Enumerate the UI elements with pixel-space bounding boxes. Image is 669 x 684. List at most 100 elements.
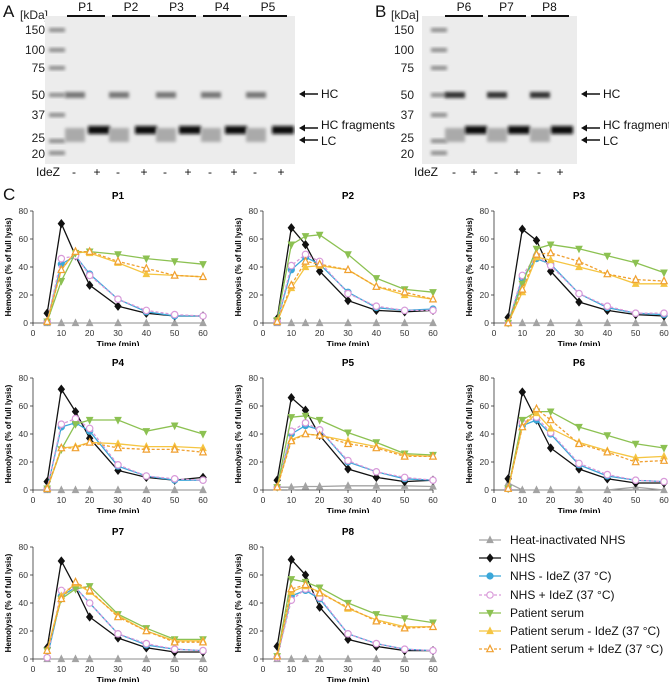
ladder-label: 20 bbox=[400, 147, 414, 161]
data-point bbox=[142, 428, 151, 436]
lane-underline bbox=[157, 15, 196, 17]
lc-band bbox=[201, 128, 221, 142]
data-point bbox=[603, 318, 612, 327]
arrow-icon bbox=[581, 124, 600, 132]
data-point bbox=[575, 245, 583, 254]
series-1 bbox=[273, 392, 437, 487]
data-point bbox=[631, 476, 640, 485]
x-tick-label: 0 bbox=[31, 328, 36, 338]
data-point bbox=[57, 277, 66, 286]
x-axis-label: Time (min) bbox=[327, 675, 370, 682]
data-point bbox=[301, 412, 310, 421]
series-1 bbox=[43, 384, 207, 487]
data-point bbox=[518, 421, 527, 431]
data-point bbox=[532, 245, 541, 254]
series-2 bbox=[273, 253, 437, 326]
data-point bbox=[575, 297, 583, 307]
x-tick-label: 10 bbox=[287, 495, 297, 505]
data-point bbox=[287, 414, 296, 422]
legend-label: NHS + IdeZ (37 °C) bbox=[510, 587, 615, 602]
data-point bbox=[532, 403, 541, 413]
chart-p1: P1 0 20 40 60 80 0 10 20 30 40 50 60 Time (min) Hemoly… bbox=[4, 191, 208, 346]
data-point bbox=[660, 444, 668, 453]
gel-image bbox=[45, 16, 295, 164]
data-point bbox=[85, 599, 94, 607]
x-tick-label: 0 bbox=[31, 664, 36, 674]
series-line bbox=[507, 252, 665, 324]
data-point bbox=[42, 483, 52, 492]
data-point bbox=[603, 447, 612, 456]
lane-label: P6 bbox=[456, 0, 472, 14]
ladder-label: 75 bbox=[400, 61, 414, 75]
legend-swatch-icon bbox=[479, 626, 501, 635]
x-tick-label: 20 bbox=[546, 328, 556, 338]
series-0 bbox=[273, 654, 437, 663]
data-point bbox=[428, 621, 438, 631]
data-point bbox=[287, 261, 296, 270]
data-point bbox=[372, 611, 381, 619]
data-point bbox=[344, 456, 352, 465]
data-point bbox=[400, 623, 409, 632]
data-point bbox=[372, 302, 381, 311]
idez-label: IdeZ bbox=[414, 165, 439, 179]
y-tick-label: 80 bbox=[480, 206, 490, 216]
data-point bbox=[372, 442, 381, 452]
data-point bbox=[546, 423, 555, 432]
data-point bbox=[372, 472, 381, 483]
idez-sign: + bbox=[140, 165, 148, 179]
data-point bbox=[113, 256, 123, 265]
hc-fragment-band bbox=[88, 126, 110, 134]
idez-sign: + bbox=[277, 165, 285, 179]
series-line bbox=[276, 415, 434, 488]
data-point bbox=[429, 481, 437, 490]
y-tick-label: 0 bbox=[484, 485, 489, 495]
series-0 bbox=[43, 318, 207, 327]
x-axis-label: Time (min) bbox=[558, 339, 601, 346]
lane-underline bbox=[66, 15, 105, 17]
y-tick-label: 20 bbox=[249, 457, 259, 467]
y-tick-label: 20 bbox=[480, 290, 490, 300]
band-label-hc-frag: HC fragments bbox=[321, 118, 396, 132]
x-tick-label: 50 bbox=[631, 328, 641, 338]
series-line bbox=[276, 433, 433, 488]
chart-title: P1 bbox=[112, 191, 125, 202]
data-point bbox=[287, 583, 296, 593]
data-point bbox=[114, 654, 122, 663]
data-point bbox=[603, 470, 612, 479]
y-tick-label: 20 bbox=[19, 626, 29, 636]
data-point bbox=[400, 451, 409, 460]
data-point bbox=[344, 295, 352, 306]
y-tick-label: 80 bbox=[249, 206, 259, 216]
data-point bbox=[170, 318, 179, 327]
ladder-band bbox=[431, 93, 447, 97]
series-line bbox=[46, 419, 204, 489]
series-line bbox=[46, 581, 203, 651]
idez-sign: + bbox=[230, 165, 238, 179]
x-tick-label: 10 bbox=[57, 664, 67, 674]
data-point bbox=[486, 609, 494, 618]
legend-label: NHS - IdeZ (37 °C) bbox=[510, 569, 612, 584]
y-tick-label: 20 bbox=[249, 626, 259, 636]
data-point bbox=[631, 456, 640, 466]
series-6 bbox=[42, 576, 208, 654]
ladder-band bbox=[431, 139, 447, 143]
data-point bbox=[142, 444, 151, 453]
data-point bbox=[43, 653, 51, 662]
lane-label: P1 bbox=[78, 0, 93, 14]
y-axis-label: Hemolysis (% of full lysis) bbox=[234, 553, 243, 652]
y-tick-label: 0 bbox=[23, 654, 28, 664]
data-point bbox=[603, 485, 612, 494]
data-point bbox=[71, 421, 80, 429]
series-6 bbox=[272, 256, 438, 325]
data-point bbox=[400, 287, 409, 296]
data-point bbox=[372, 318, 381, 327]
y-tick-label: 40 bbox=[19, 598, 29, 608]
data-point bbox=[518, 416, 527, 425]
series-0 bbox=[504, 478, 668, 494]
data-point bbox=[301, 318, 310, 327]
chart-title: P6 bbox=[573, 358, 586, 369]
data-point bbox=[315, 416, 324, 425]
data-point bbox=[113, 442, 123, 452]
data-point bbox=[114, 251, 122, 259]
data-point bbox=[660, 318, 668, 327]
